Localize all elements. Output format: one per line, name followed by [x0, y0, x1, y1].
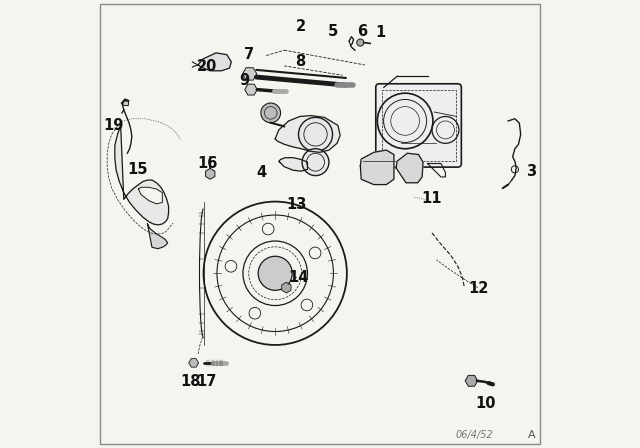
Bar	[123, 101, 129, 106]
Text: 2: 2	[296, 19, 307, 34]
Text: 06/4/52: 06/4/52	[456, 431, 493, 440]
Text: 12: 12	[468, 281, 489, 296]
Text: 6: 6	[358, 24, 367, 39]
Text: 19: 19	[103, 118, 124, 133]
Bar	[381, 90, 456, 161]
Circle shape	[298, 117, 333, 151]
Text: 7: 7	[244, 47, 254, 62]
Circle shape	[302, 149, 329, 176]
Polygon shape	[360, 150, 394, 185]
Polygon shape	[139, 187, 163, 204]
Text: 3: 3	[526, 164, 536, 179]
Text: 10: 10	[476, 396, 496, 411]
Text: 18: 18	[180, 374, 201, 389]
Text: 13: 13	[287, 197, 307, 212]
Circle shape	[258, 256, 292, 290]
Text: 9: 9	[239, 73, 249, 88]
Text: 5: 5	[328, 24, 338, 39]
Text: 14: 14	[288, 270, 308, 285]
FancyBboxPatch shape	[376, 84, 461, 167]
Circle shape	[356, 39, 364, 46]
Text: 11: 11	[421, 191, 442, 207]
Text: 15: 15	[127, 162, 147, 177]
Polygon shape	[115, 125, 168, 225]
Polygon shape	[148, 224, 168, 249]
Polygon shape	[279, 158, 307, 171]
Polygon shape	[275, 116, 340, 152]
Text: 1: 1	[376, 25, 386, 40]
Text: 8: 8	[294, 54, 305, 69]
Polygon shape	[396, 153, 423, 183]
Text: 16: 16	[197, 156, 218, 171]
Text: 20: 20	[197, 59, 218, 74]
Text: 17: 17	[196, 374, 216, 389]
Polygon shape	[198, 53, 231, 71]
Circle shape	[261, 103, 280, 123]
Text: 4: 4	[257, 165, 267, 180]
Text: A: A	[527, 431, 535, 440]
